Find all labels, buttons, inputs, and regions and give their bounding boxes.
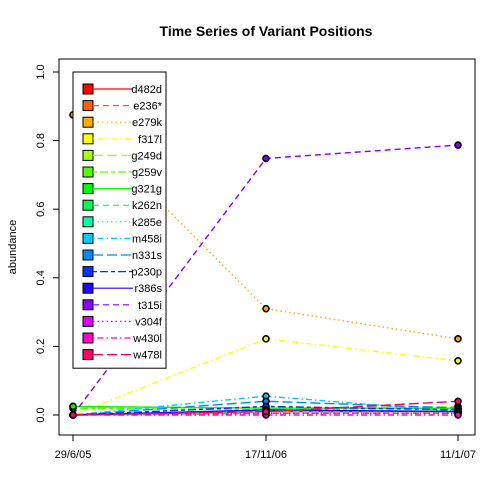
x-tick-label: 11/1/07 — [440, 449, 476, 461]
legend-item-m458i: m458i — [82, 232, 162, 245]
legend-item-g321g: g321g — [82, 183, 162, 196]
legend-label: n331s — [132, 250, 162, 262]
y-tick-label: 0.4 — [35, 270, 47, 285]
data-point — [262, 335, 270, 343]
legend-label: g249d — [131, 150, 162, 162]
legend-item-e279k: e279k — [82, 116, 162, 129]
y-axis-label: abundance — [7, 220, 19, 274]
y-tick-label: 0.6 — [35, 202, 47, 217]
legend-item-n331s: n331s — [82, 249, 162, 262]
legend-swatch — [82, 315, 94, 327]
x-tick-label: 17/11/06 — [245, 449, 287, 461]
legend-swatch — [82, 133, 94, 145]
legend-label: p230p — [131, 267, 162, 279]
legend-label: e279k — [132, 117, 162, 129]
legend-item-w478l: w478l — [82, 349, 162, 362]
legend-label: w430l — [132, 333, 162, 345]
legend-swatch — [82, 216, 94, 228]
data-point — [262, 407, 270, 416]
series-line — [72, 400, 459, 416]
legend-item-w430l: w430l — [82, 332, 162, 345]
legend-item-k262n: k262n — [82, 199, 162, 212]
data-point — [454, 335, 462, 343]
y-tick-label: 0.0 — [35, 407, 47, 422]
legend-item-p230p: p230p — [82, 266, 162, 279]
axes: 0.0 0.2 0.4 0.6 0.8 1.0 29/6/05 17/11/06 11/1/07 — [35, 64, 476, 461]
chart-title: Time Series of Variant Positions — [160, 23, 373, 39]
legend-label: w478l — [132, 350, 162, 362]
legend-label: t315i — [138, 300, 162, 312]
legend-swatch — [82, 299, 94, 311]
legend-swatch — [82, 266, 94, 278]
legend-swatch — [82, 199, 94, 211]
series-w478l — [69, 397, 462, 419]
legend-item-k285e: k285e — [82, 216, 162, 229]
legend-swatch — [82, 332, 94, 344]
legend-swatch — [82, 116, 94, 128]
legend-label: d482d — [131, 84, 162, 96]
series-layer — [69, 111, 462, 419]
legend-swatch — [82, 166, 94, 178]
legend-label: k285e — [132, 217, 162, 229]
y-tick-label: 0.2 — [35, 339, 47, 354]
legend-label: r386s — [134, 283, 162, 295]
plot-frame — [58, 58, 476, 436]
data-point — [454, 397, 462, 406]
legend-item-g249d: g249d — [82, 149, 162, 162]
data-point — [454, 141, 462, 149]
y-tick-label: 0.8 — [35, 133, 47, 148]
legend-swatch — [82, 349, 94, 361]
legend-item-e236*: e236* — [82, 100, 163, 113]
legend-label: e236* — [133, 101, 162, 113]
legend-swatch — [82, 183, 94, 195]
data-point — [69, 402, 77, 411]
legend-swatch — [82, 100, 94, 112]
series-line — [72, 400, 459, 416]
data-point — [454, 411, 462, 419]
data-point — [262, 154, 270, 163]
legend-swatch — [82, 232, 94, 244]
legend-label: g259v — [132, 167, 162, 179]
legend-item-f317l: f317l — [82, 133, 162, 146]
legend-swatch — [82, 282, 94, 294]
legend-label: v304f — [135, 316, 163, 328]
legend-swatch — [82, 83, 94, 95]
legend-item-t315i: t315i — [82, 299, 162, 312]
legend-item-d482d: d482d — [82, 83, 162, 96]
data-point — [454, 357, 462, 365]
legend-item-v304f: v304f — [82, 315, 163, 328]
legend-item-g259v: g259v — [82, 166, 162, 179]
data-point — [69, 411, 77, 419]
x-tick-label: 29/6/05 — [55, 449, 92, 461]
data-point — [262, 304, 270, 313]
legend-swatch — [82, 149, 94, 161]
y-tick-label: 1.0 — [35, 64, 47, 79]
legend-label: g321g — [131, 184, 162, 196]
legend-swatch — [82, 249, 94, 261]
legend-label: k262n — [132, 200, 162, 212]
legend: d482d e236* e279k f317l g249d g259v g321g k262n… — [72, 71, 167, 369]
legend-label: m458i — [132, 233, 162, 245]
legend-label: f317l — [138, 134, 162, 146]
legend-item-r386s: r386s — [82, 282, 162, 295]
